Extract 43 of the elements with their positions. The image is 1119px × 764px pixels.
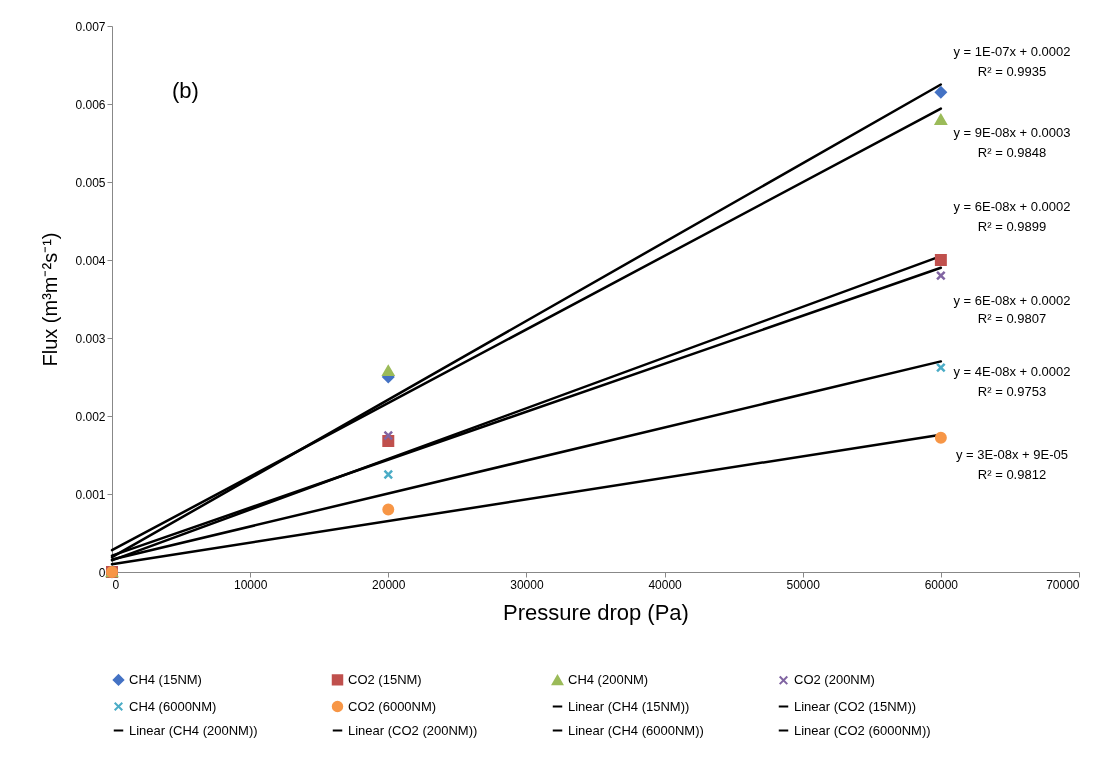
annotation: y = 1E-07x + 0.0002	[953, 44, 1071, 59]
y-tick-label: 0.006	[75, 97, 106, 112]
annotation: R² = 0.9807	[977, 311, 1047, 326]
legend-label: CH4 (6000NM)	[129, 698, 217, 714]
y-tick-label: 0.002	[75, 409, 106, 424]
legend-label: Linear (CH4 (200NM))	[129, 722, 258, 738]
legend-label: Linear (CO2 (200NM))	[348, 722, 478, 738]
annotation: R² = 0.9812	[977, 467, 1047, 482]
x-tick-label: 0	[112, 577, 120, 592]
annotation: R² = 0.9848	[977, 145, 1047, 160]
annotation: y = 6E-08x + 0.0002	[953, 199, 1071, 214]
x-tick-label: 70000	[1046, 577, 1080, 592]
y-tick-label: 0.004	[75, 253, 106, 268]
annotation: R² = 0.9935	[977, 64, 1047, 79]
annotation: y = 6E-08x + 0.0002	[953, 293, 1071, 308]
legend-label: Linear (CH4 (15NM))	[568, 698, 690, 714]
legend-label: CH4 (15NM)	[129, 671, 202, 687]
annotation: (b)	[172, 78, 199, 103]
x-tick-label: 10000	[233, 577, 268, 592]
y-tick-label: 0.001	[75, 487, 106, 502]
y-tick-label: 0.007	[75, 19, 106, 34]
annotation: R² = 0.9899	[977, 219, 1047, 234]
x-tick-label: 20000	[372, 577, 406, 592]
legend-label: Linear (CO2 (6000NM))	[794, 722, 931, 738]
legend-label: CH4 (200NM)	[568, 672, 649, 688]
legend-label: CO2 (200NM)	[794, 672, 875, 688]
x-tick-label: 30000	[510, 577, 544, 592]
y-tick-label: 0.003	[75, 331, 106, 346]
legend-label: CO2 (15NM)	[348, 671, 422, 687]
annotation: y = 9E-08x + 0.0003	[953, 125, 1071, 140]
x-tick-label: 50000	[786, 577, 821, 592]
legend-label: CO2 (6000NM)	[348, 698, 437, 714]
y-axis-title: Flux (m³m⁻²s⁻¹)	[39, 232, 62, 367]
legend-label: Linear (CH4 (6000NM))	[568, 722, 704, 738]
y-tick-label: 0.005	[75, 175, 106, 190]
x-tick-label: 60000	[924, 577, 959, 592]
y-tick-label: 0	[98, 565, 106, 580]
legend-label: Linear (CO2 (15NM))	[794, 698, 917, 714]
annotation: y = 4E-08x + 0.0002	[953, 364, 1071, 379]
x-axis-title: Pressure drop (Pa)	[503, 599, 689, 625]
x-tick-label: 40000	[648, 577, 683, 592]
annotation: y = 3E-08x + 9E-05	[955, 447, 1069, 462]
annotation: R² = 0.9753	[977, 384, 1047, 399]
